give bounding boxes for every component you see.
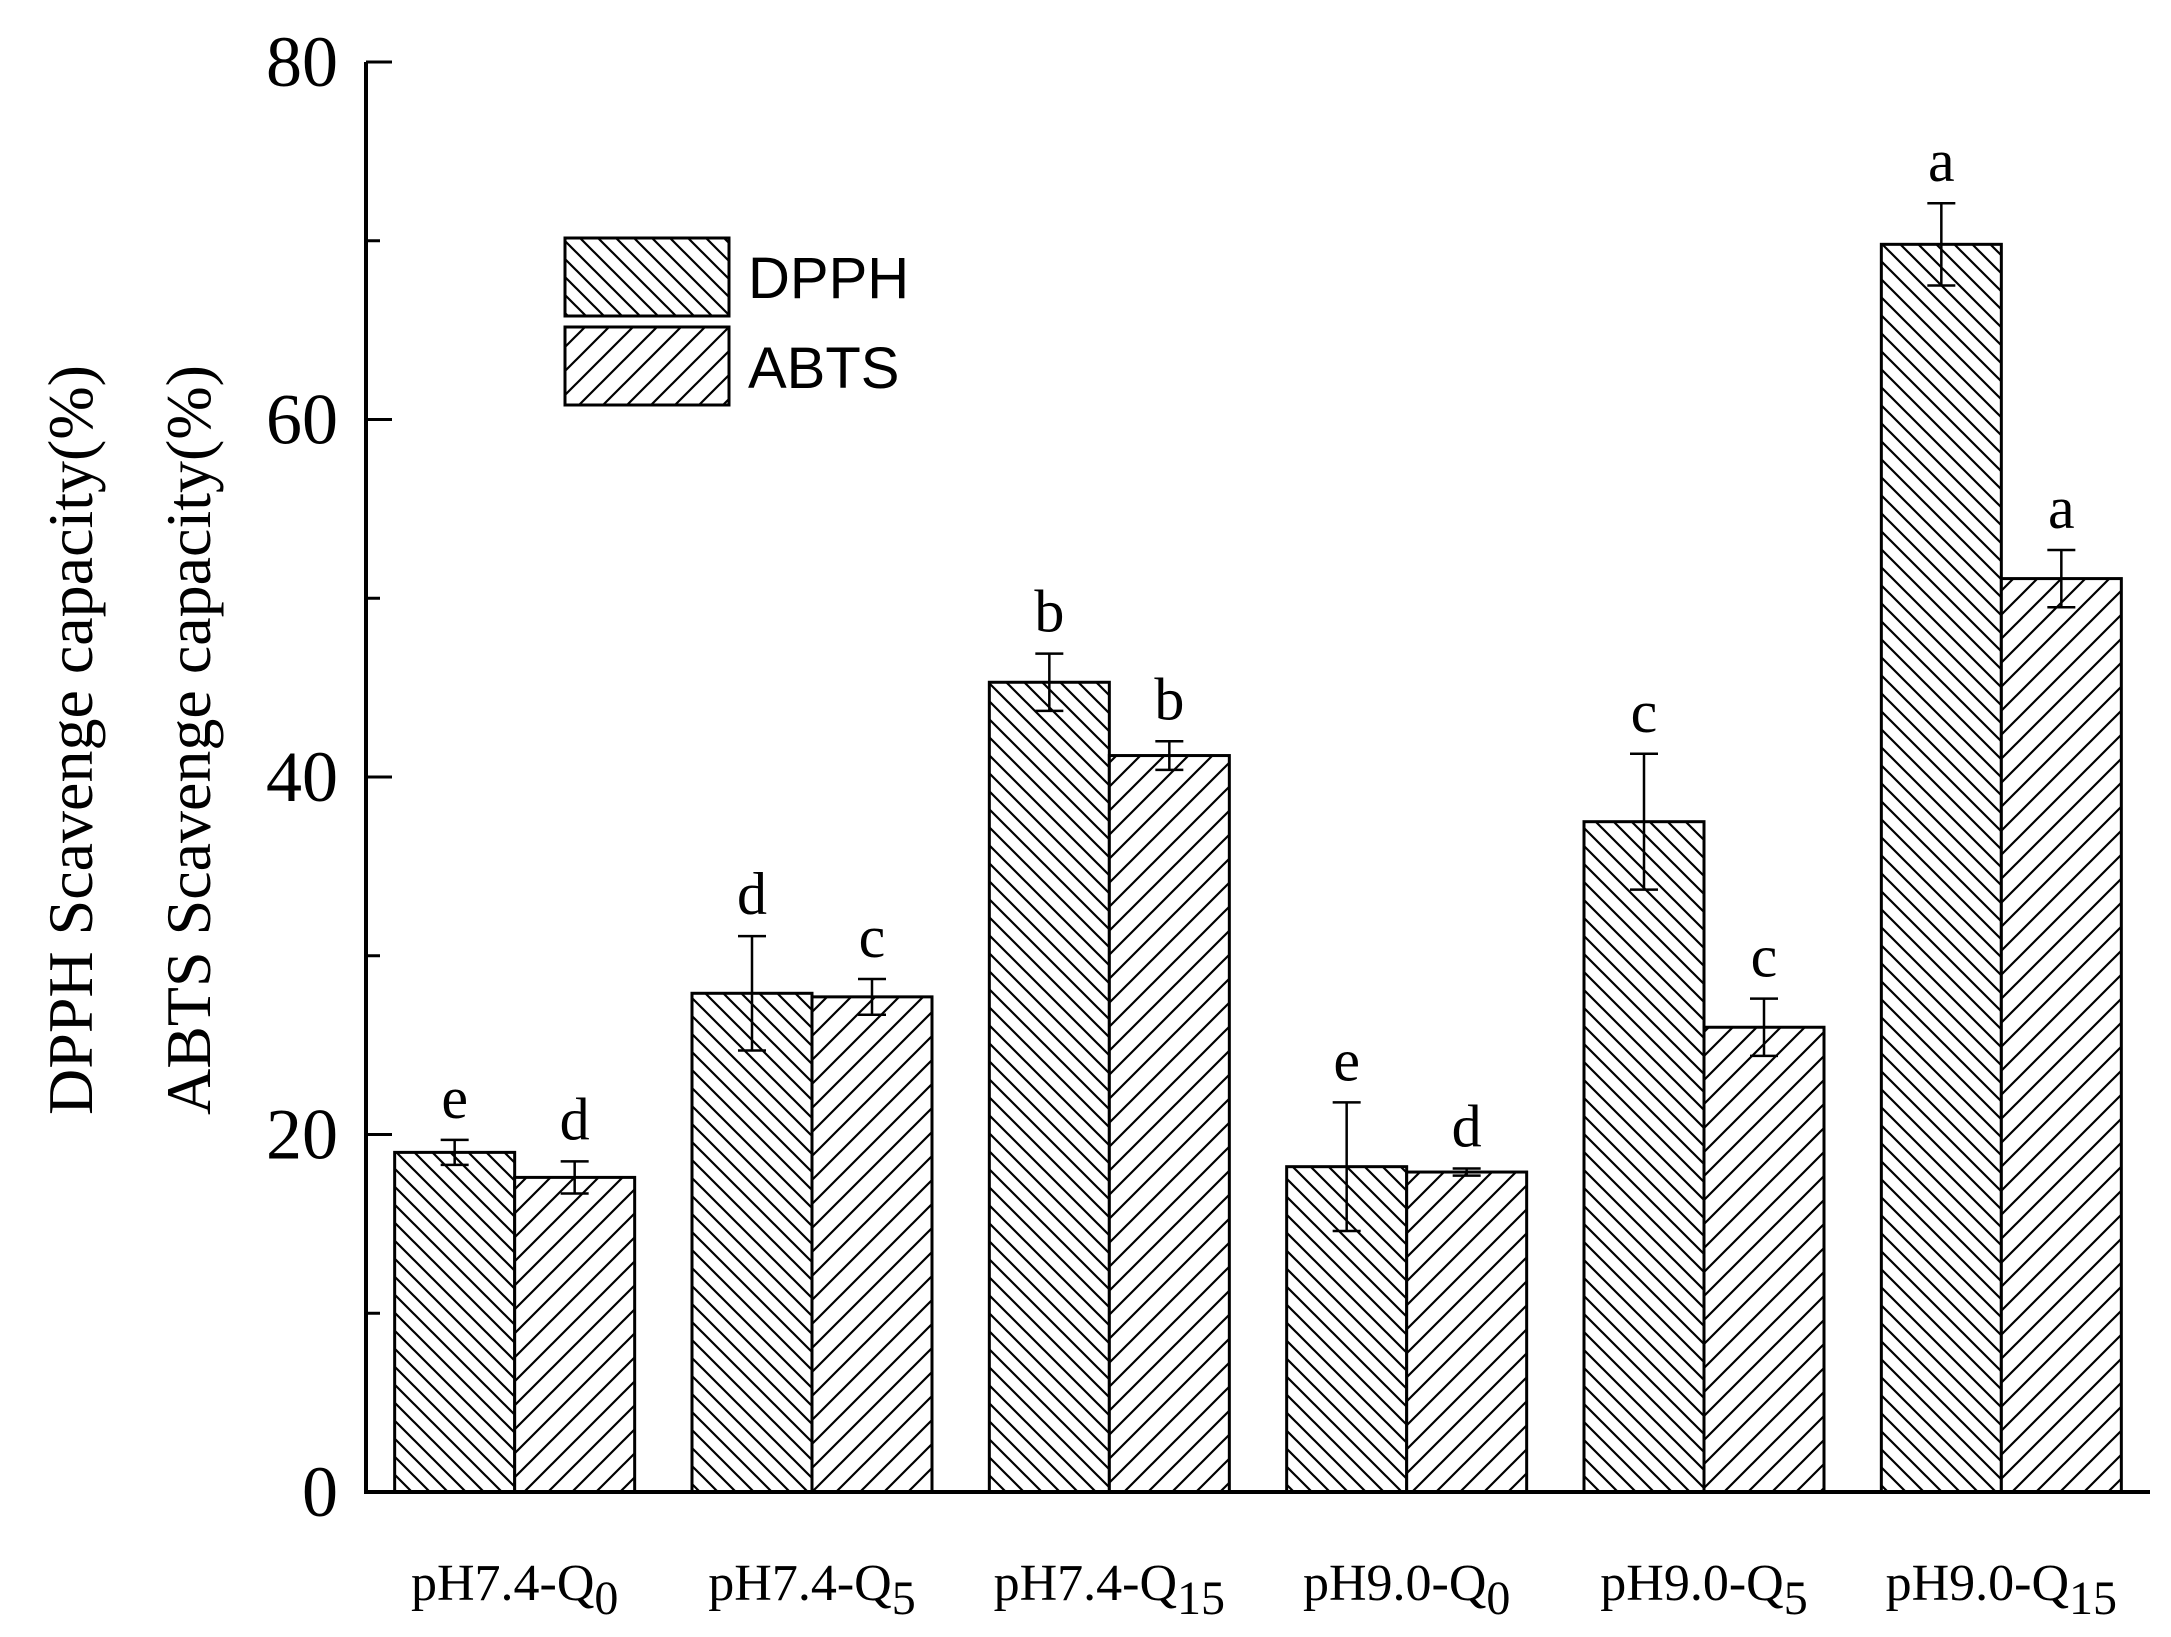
legend-swatch-dpph (563, 236, 731, 318)
bar-dpph (393, 1150, 517, 1494)
x-tick-label: pH7.4-Q15 (994, 1555, 1225, 1625)
y-tick-label: 80 (266, 22, 338, 102)
x-tick-label: pH7.4-Q0 (411, 1555, 618, 1625)
y-tick-label: 60 (266, 380, 338, 460)
bar-abts (513, 1175, 637, 1494)
significance-letter: a (2048, 475, 2075, 541)
bar-dpph (987, 680, 1111, 1494)
significance-letter: a (1928, 128, 1955, 194)
y-axis-label-dpph: DPPH Scavenge capacity(%) (35, 365, 106, 1115)
significance-letter: d (737, 861, 767, 927)
x-tick-label: pH7.4-Q5 (708, 1555, 915, 1625)
x-tick-label: pH9.0-Q15 (1886, 1555, 2117, 1625)
y-axis-label-abts: ABTS Scavenge capacity(%) (153, 365, 224, 1115)
significance-letter: c (1631, 679, 1658, 745)
y-tick-label: 0 (302, 1452, 338, 1532)
legend-label-abts: ABTS (748, 336, 900, 401)
y-tick-label: 20 (266, 1095, 338, 1175)
significance-letter: b (1154, 666, 1184, 732)
x-tick-label: pH9.0-Q5 (1600, 1555, 1807, 1625)
significance-letter: e (1333, 1027, 1360, 1093)
significance-letter: d (560, 1086, 590, 1152)
bar-abts (1999, 577, 2123, 1494)
significance-letter: d (1452, 1093, 1482, 1159)
legend-swatch-abts (563, 325, 731, 407)
y-tick-label: 40 (266, 737, 338, 817)
x-tick-label: pH9.0-Q0 (1303, 1555, 1510, 1625)
error-bars-layer (440, 201, 2076, 1233)
bar-abts (1107, 754, 1231, 1494)
significance-letter: b (1034, 579, 1064, 645)
bar-abts (1405, 1170, 1529, 1494)
significance-letter: e (441, 1065, 468, 1131)
y-ticks-layer: 0 20 40 60 80 (266, 22, 392, 1532)
bar-dpph (690, 991, 814, 1494)
bar-abts (1702, 1025, 1826, 1494)
legend: DPPH ABTS (563, 236, 909, 407)
significance-letters-layer: e d d c b b e d c c a a (441, 128, 2074, 1159)
significance-letter: c (859, 904, 886, 970)
x-ticks-layer: pH7.4-Q0 pH7.4-Q5 pH7.4-Q15 pH9.0-Q0 pH9.0-Q… (411, 1555, 2117, 1625)
bars-layer (393, 242, 2123, 1494)
significance-letter: c (1751, 924, 1778, 990)
bar-dpph (1879, 242, 2003, 1494)
legend-label-dpph: DPPH (748, 246, 909, 311)
bar-abts (810, 995, 934, 1494)
bar-dpph (1582, 820, 1706, 1494)
